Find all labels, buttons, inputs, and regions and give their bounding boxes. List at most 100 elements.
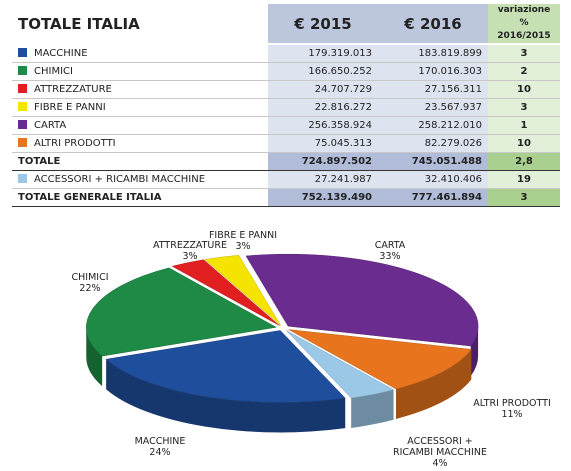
cell-text: 27.241.987 — [314, 174, 372, 185]
slice-side — [106, 359, 346, 433]
header-cell: TOTALE ITALIA — [12, 4, 268, 45]
cell-text: 777.461.894 — [411, 192, 482, 203]
slice-label: ALTRI PRODOTTI 11% — [473, 398, 551, 420]
header-line: variazione % — [497, 5, 551, 28]
color-swatch — [18, 48, 27, 57]
cell-text: 3 — [520, 192, 528, 203]
cell-text: 166.650.252 — [308, 66, 372, 77]
slice-name: ATTREZZATURE — [153, 240, 227, 251]
cell-text: TOTALE — [18, 156, 61, 167]
table-row: ALTRI PRODOTTI 75.045.313 82.279.026 10 — [12, 134, 560, 153]
slice-name: ALTRI PRODOTTI — [473, 398, 551, 409]
total-row: TOTALE 724.897.502 745.051.488 2,8 — [12, 152, 560, 171]
table-cell: 3 — [488, 44, 560, 63]
table-cell: 752.139.490 — [268, 188, 378, 207]
cell-text: TOTALE GENERALE ITALIA — [18, 192, 162, 203]
table-row: MACCHINE 179.319.013 183.819.899 3 — [12, 44, 560, 63]
table-cell: 2,8 — [488, 152, 560, 171]
header-text: € 2016 — [404, 14, 462, 33]
table-row: ACCESSORI + RICAMBI MACCHINE 27.241.987 32… — [12, 170, 560, 189]
color-swatch — [18, 138, 27, 147]
cell-text: ATTREZZATURE — [34, 84, 112, 95]
color-swatch — [18, 174, 27, 183]
cell-text: 10 — [517, 84, 531, 95]
slice — [245, 253, 479, 347]
slice-label: ACCESSORI + RICAMBI MACCHINE 4% — [390, 436, 490, 469]
cell-text: ACCESSORI + RICAMBI MACCHINE — [34, 174, 206, 185]
cell-text: 3 — [520, 102, 528, 113]
cell-text: 3 — [520, 48, 528, 59]
slice-percent: 24% — [149, 447, 171, 458]
cell-text: 258.212.010 — [418, 120, 482, 131]
table-cell: 10 — [488, 80, 560, 99]
color-swatch — [18, 84, 27, 93]
slice-percent: 11% — [501, 409, 523, 420]
slice-side — [351, 389, 394, 429]
cell-text: 745.051.488 — [411, 156, 482, 167]
cell-text: 75.045.313 — [314, 138, 372, 149]
table-cell: 3 — [488, 188, 560, 207]
table-cell: 258.212.010 — [378, 116, 488, 135]
cell-text: 752.139.490 — [301, 192, 372, 203]
slice — [286, 330, 395, 399]
slice-label: CARTA 33% — [375, 240, 406, 262]
table-cell: MACCHINE — [12, 44, 268, 63]
cell-text: ALTRI PRODOTTI — [34, 138, 116, 149]
header-text: € 2015 — [294, 14, 352, 33]
color-swatch — [18, 120, 27, 129]
table-cell: 724.897.502 — [268, 152, 378, 171]
table-cell: 10 — [488, 134, 560, 153]
slice-name: FIBRE E PANNI — [208, 230, 278, 241]
table-cell: CARTA — [12, 116, 268, 135]
slice-name: MACCHINE — [134, 436, 186, 447]
slice-label: ATTREZZATURE 3% — [153, 240, 227, 262]
cell-text: 19 — [517, 174, 531, 185]
table-cell: 2 — [488, 62, 560, 81]
slice-label: MACCHINE 24% — [135, 436, 186, 458]
table-row: FIBRE E PANNI 22.816.272 23.567.937 3 — [12, 98, 560, 117]
table-cell: 27.156.311 — [378, 80, 488, 99]
table-cell: 22.816.272 — [268, 98, 378, 117]
total-row: TOTALE GENERALE ITALIA 752.139.490 777.461… — [12, 188, 560, 207]
table-cell: 24.707.729 — [268, 80, 378, 99]
slice-percent: 22% — [79, 283, 101, 294]
slice-percent: 33% — [379, 251, 401, 262]
table-cell: TOTALE — [12, 152, 268, 171]
slice-percent: 3% — [182, 251, 198, 262]
cell-text: 170.016.303 — [418, 66, 482, 77]
header-line: 2016/2015 — [497, 31, 551, 41]
cell-text: 179.319.013 — [308, 48, 372, 59]
slice-name: CHIMICI — [71, 272, 109, 283]
cell-text: FIBRE E PANNI — [34, 102, 106, 113]
cell-text: 724.897.502 — [301, 156, 372, 167]
header-cell: € 2016 — [378, 4, 488, 45]
cell-text: CHIMICI — [34, 66, 73, 77]
color-swatch — [18, 102, 27, 111]
table-row: CHIMICI 166.650.252 170.016.303 2 — [12, 62, 560, 81]
table-cell: 82.279.026 — [378, 134, 488, 153]
data-table: TOTALE ITALIA € 2015 € 2016 variazione % 201… — [12, 4, 560, 207]
cell-text: CARTA — [34, 120, 67, 131]
table-cell: 745.051.488 — [378, 152, 488, 171]
cell-text: 10 — [517, 138, 531, 149]
cell-text: 2,8 — [515, 156, 533, 167]
slice — [288, 329, 472, 390]
table-cell: TOTALE GENERALE ITALIA — [12, 188, 268, 207]
slice-percent: 4% — [432, 458, 448, 469]
table-cell: 3 — [488, 98, 560, 117]
slice-side — [396, 349, 472, 419]
slice-name: CARTA — [374, 240, 406, 251]
table-cell: ATTREZZATURE — [12, 80, 268, 99]
cell-text: MACCHINE — [34, 48, 88, 59]
cell-text: 24.707.729 — [314, 84, 372, 95]
table-cell: FIBRE E PANNI — [12, 98, 268, 117]
slice — [86, 267, 278, 357]
cell-text: 22.816.272 — [314, 102, 372, 113]
slice — [171, 259, 280, 326]
slice-name: ACCESSORI + RICAMBI MACCHINE — [393, 436, 487, 458]
cell-text: 23.567.937 — [424, 102, 482, 113]
slice-side — [470, 326, 479, 377]
table-cell: CHIMICI — [12, 62, 268, 81]
